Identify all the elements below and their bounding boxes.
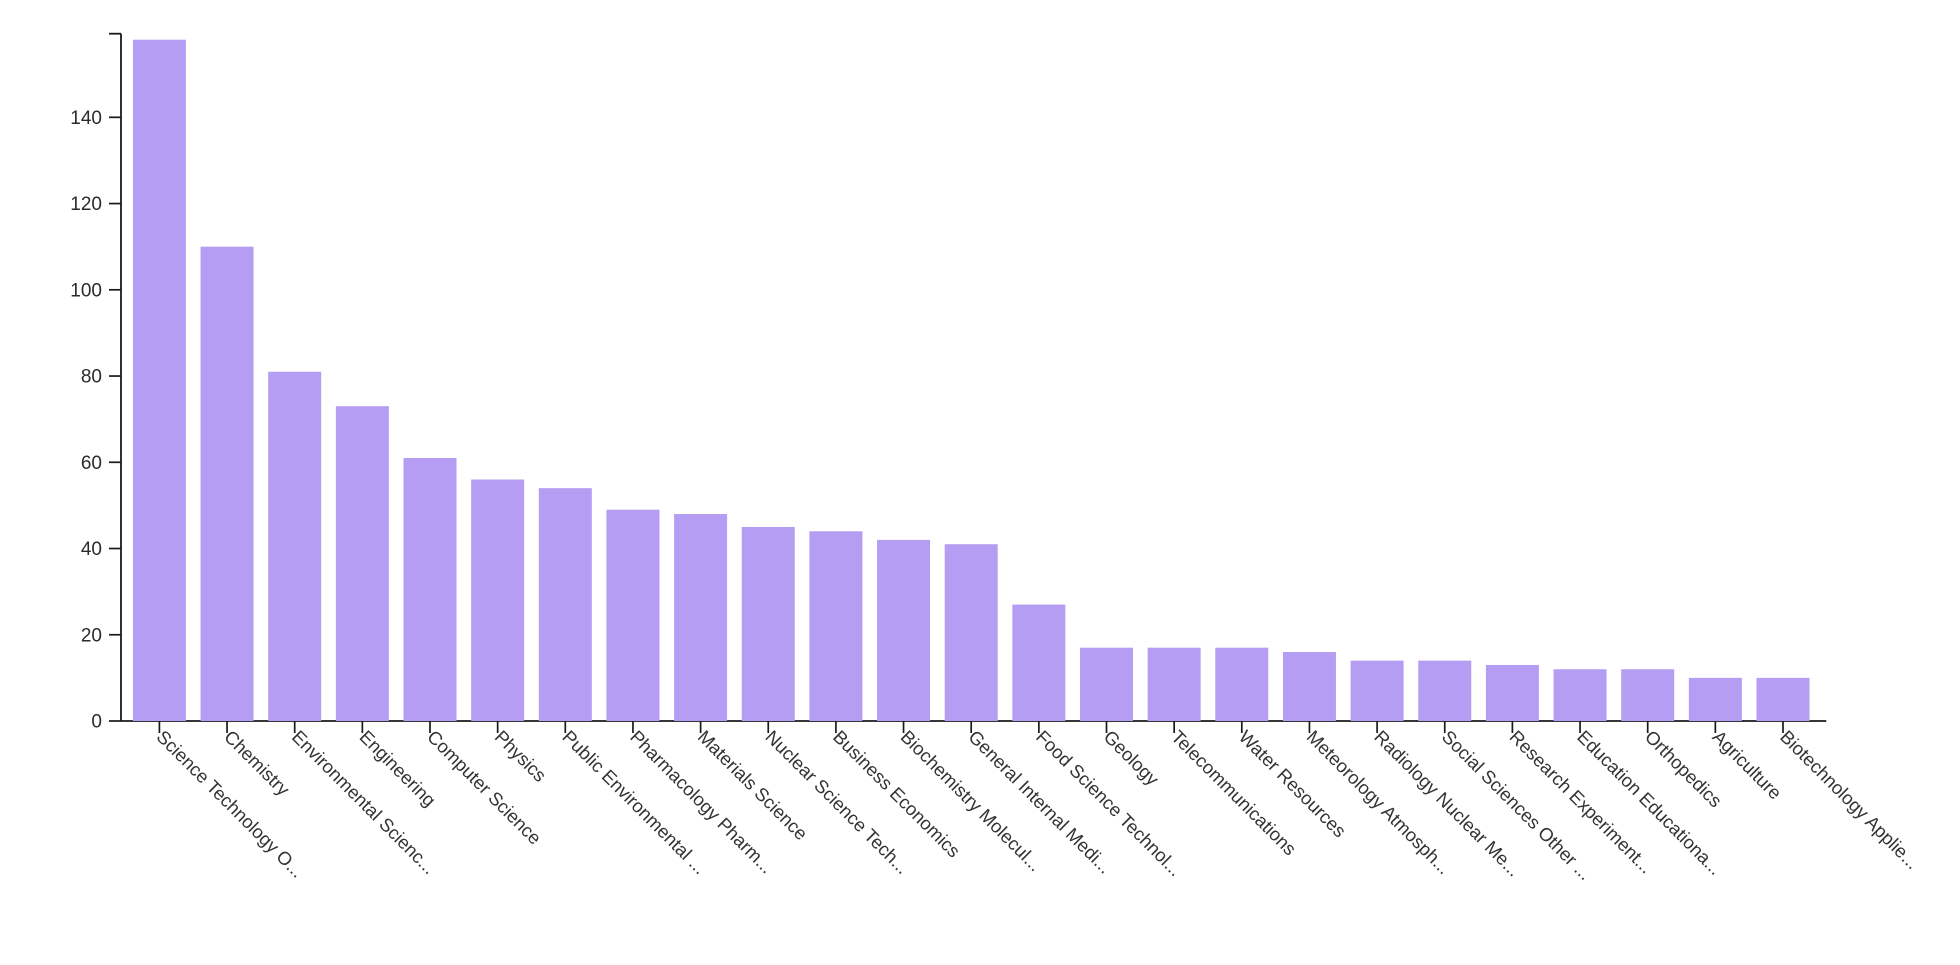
- svg-text:Physics: Physics: [491, 726, 551, 786]
- svg-text:0: 0: [91, 712, 102, 733]
- svg-text:120: 120: [70, 194, 102, 215]
- svg-text:Geology: Geology: [1100, 726, 1164, 790]
- svg-text:Biotechnology Applie...: Biotechnology Applie...: [1776, 726, 1923, 873]
- svg-text:Computer Science: Computer Science: [423, 726, 545, 848]
- svg-text:60: 60: [81, 453, 102, 474]
- svg-text:80: 80: [81, 367, 102, 388]
- svg-text:Business Economics: Business Economics: [829, 726, 965, 862]
- svg-text:40: 40: [81, 539, 102, 560]
- svg-text:100: 100: [70, 280, 102, 301]
- svg-text:140: 140: [70, 108, 102, 129]
- svg-text:Telecommunications: Telecommunications: [1167, 726, 1300, 859]
- svg-text:20: 20: [81, 625, 102, 646]
